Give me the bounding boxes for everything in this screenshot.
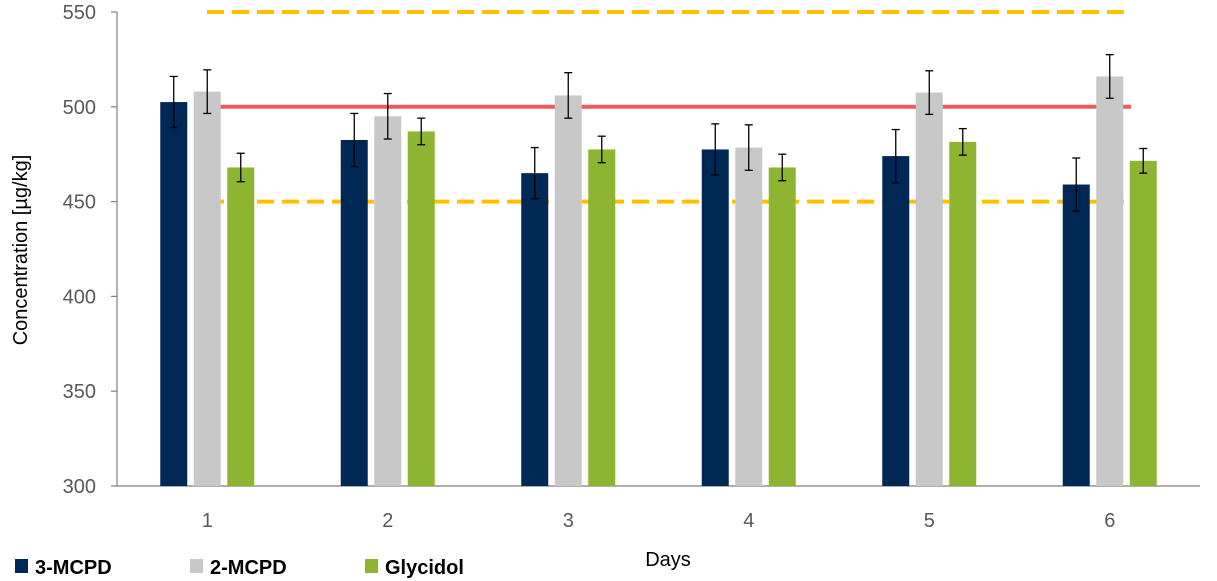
bar-3-mcpd — [160, 102, 188, 486]
legend-swatch-2-mcpd — [190, 559, 203, 573]
y-tick-label: 550 — [63, 2, 96, 24]
legend-swatch-3-mcpd — [15, 559, 28, 573]
legend-swatch-glycidol — [365, 559, 378, 573]
bar-3-mcpd — [1062, 184, 1090, 486]
y-axis-title: Concentration [µg/kg] — [10, 155, 32, 346]
error-bars — [169, 54, 1148, 212]
bar-glycidol — [949, 141, 977, 486]
bar-glycidol — [768, 167, 796, 487]
y-tick-label: 500 — [63, 97, 96, 119]
tick-labels: 300 350 400 450 500 550 1 2 3 4 5 6 — [63, 2, 1116, 532]
x-tick-label: 3 — [563, 510, 574, 532]
y-tick-label: 450 — [63, 192, 96, 214]
x-tick-label: 4 — [743, 510, 754, 532]
legend-label-3-mcpd: 3-MCPD — [35, 557, 112, 579]
x-axis-title: Days — [645, 549, 691, 571]
bar-glycidol — [407, 131, 435, 486]
axes — [111, 11, 1200, 487]
bar-glycidol — [588, 149, 616, 486]
bar-3-mcpd — [521, 173, 549, 486]
bar-2-mcpd — [915, 92, 943, 486]
bar-glycidol — [1129, 160, 1157, 486]
bar-glycidol — [227, 167, 255, 487]
bar-3-mcpd — [340, 139, 368, 487]
y-tick-label: 300 — [63, 476, 96, 498]
bar-3-mcpd — [701, 149, 729, 486]
bar-2-mcpd — [193, 91, 221, 486]
bar-2-mcpd — [554, 95, 582, 486]
legend: 3-MCPD 2-MCPD Glycidol — [15, 557, 464, 579]
legend-label-glycidol: Glycidol — [385, 557, 464, 579]
x-tick-label: 5 — [924, 510, 935, 532]
bar-2-mcpd — [735, 147, 763, 486]
y-tick-label: 350 — [63, 381, 96, 403]
bars — [160, 76, 1157, 487]
bar-2-mcpd — [1096, 76, 1124, 487]
y-tick-label: 400 — [63, 286, 96, 308]
bar-3-mcpd — [882, 156, 910, 486]
x-tick-label: 2 — [382, 510, 393, 532]
x-tick-label: 1 — [202, 510, 213, 532]
bar-2-mcpd — [374, 116, 402, 486]
x-tick-label: 6 — [1104, 510, 1115, 532]
legend-label-2-mcpd: 2-MCPD — [210, 557, 287, 579]
